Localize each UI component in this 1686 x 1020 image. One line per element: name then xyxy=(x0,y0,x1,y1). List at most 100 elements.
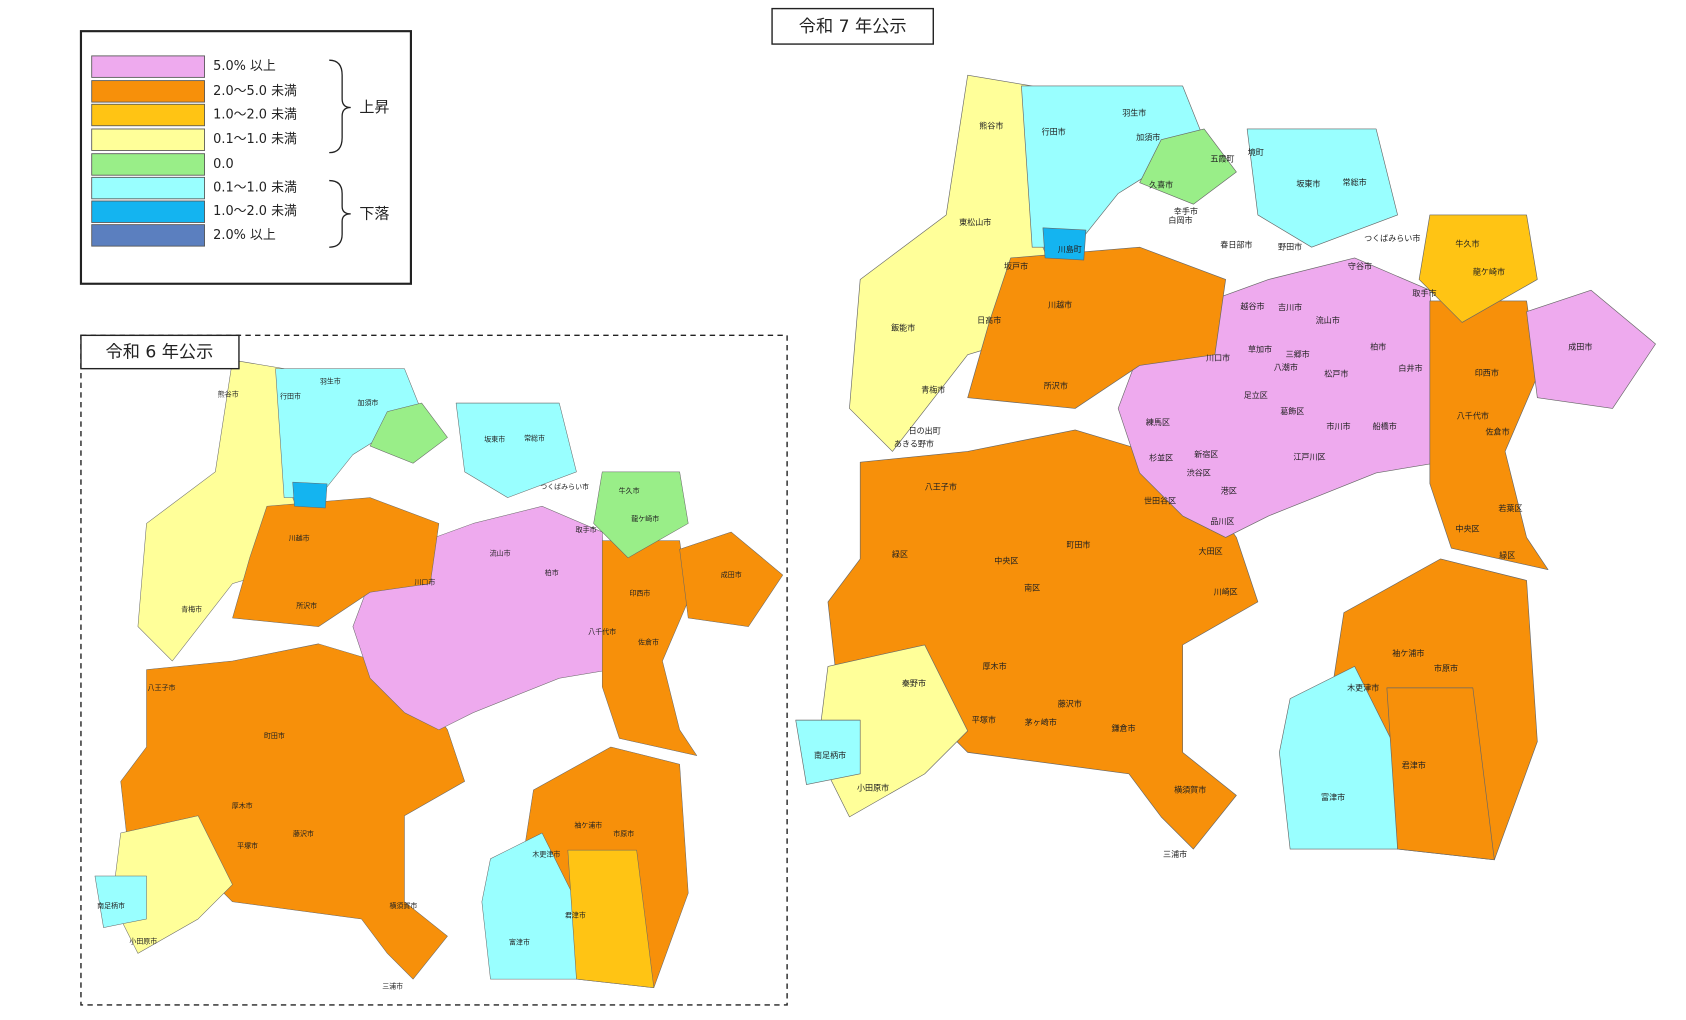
legend-swatch xyxy=(91,200,205,223)
municipality-label: 木更津市 xyxy=(532,849,560,858)
municipality-label: 大田区 xyxy=(1199,546,1223,556)
municipality-area xyxy=(1246,128,1398,248)
municipality-label: 君津市 xyxy=(1402,760,1426,770)
municipality-label: 春日部市 xyxy=(1220,240,1252,250)
municipality-label: つくばみらい市 xyxy=(1364,233,1420,243)
municipality-label: 白井市 xyxy=(1398,363,1422,373)
municipality-label: 三浦市 xyxy=(382,982,403,991)
municipality-label: 飯能市 xyxy=(891,322,915,332)
municipality-area xyxy=(1021,85,1205,248)
title-box xyxy=(771,7,934,45)
municipality-label: 富津市 xyxy=(1321,792,1345,802)
municipality-label: 袖ケ浦市 xyxy=(1392,648,1424,658)
municipality-label: 坂東市 xyxy=(484,435,505,444)
municipality-area xyxy=(1042,227,1087,261)
municipality-area xyxy=(679,531,784,627)
municipality-label: 南区 xyxy=(1024,582,1040,592)
municipality-label: 坂東市 xyxy=(1296,178,1320,188)
municipality-label: 船橋市 xyxy=(1373,421,1397,431)
zones xyxy=(94,359,784,989)
municipality-label: 守谷市 xyxy=(1348,261,1372,271)
municipality-label: 君津市 xyxy=(565,911,586,920)
municipality-label: 緑区 xyxy=(1499,550,1515,560)
municipality-area xyxy=(1526,289,1656,409)
municipality-area xyxy=(1386,687,1495,861)
municipality-label: 町田市 xyxy=(264,731,285,740)
municipality-area xyxy=(1418,214,1538,323)
municipality-label: 印西市 xyxy=(1475,367,1499,377)
municipality-label: 常総市 xyxy=(1343,177,1367,187)
municipality-label: 平塚市 xyxy=(972,715,996,725)
municipality-area xyxy=(275,368,422,498)
municipality-label: 世田谷区 xyxy=(1144,495,1176,505)
municipality-label: 茅ヶ崎市 xyxy=(1025,717,1057,727)
map-title: 令和 6 年公示 xyxy=(106,343,214,363)
municipality-label: 練馬区 xyxy=(1146,417,1170,427)
legend-label: 5.0% 以上 xyxy=(213,59,276,74)
municipality-label: 港区 xyxy=(1221,486,1237,496)
legend-label: 0.1～1.0 未満 xyxy=(213,181,297,196)
municipality-label: 龍ケ崎市 xyxy=(1473,266,1505,276)
municipality-label: 成田市 xyxy=(721,570,742,579)
brace xyxy=(329,59,351,154)
municipality-label: 幸手市 xyxy=(1174,206,1198,216)
municipality-label: 五霞町 xyxy=(1210,155,1234,164)
legend-swatch xyxy=(91,103,205,127)
municipality-label: 取手市 xyxy=(1412,288,1436,298)
legend-label: 2.0～5.0 未満 xyxy=(213,84,297,99)
municipality-label: 野田市 xyxy=(1278,242,1302,252)
legend: 上昇 下落 5.0% 以上 2.0～5.0 未満 1.0～2.0 未満 0.1～1.0… xyxy=(79,30,412,285)
municipality-area xyxy=(369,402,448,464)
municipality-label: 横須賀市 xyxy=(389,901,417,910)
municipality-label: 木更津市 xyxy=(1347,682,1379,692)
municipality-label: 熊谷市 xyxy=(218,389,239,398)
municipality-label: 青梅市 xyxy=(181,604,202,613)
municipality-label: つくばみらい市 xyxy=(540,482,589,491)
legend-label: 0.0 xyxy=(213,157,233,172)
municipality-label: 越谷市 xyxy=(1240,301,1264,311)
municipality-label: 柏市 xyxy=(545,568,559,577)
municipality-label: 葛飾区 xyxy=(1280,406,1304,416)
municipality-label: 佐倉市 xyxy=(1485,427,1509,437)
municipality-area xyxy=(593,471,689,559)
municipality-label: 所沢市 xyxy=(296,601,317,610)
municipality-label: 藤沢市 xyxy=(1058,699,1082,709)
municipality-label: 印西市 xyxy=(629,588,650,597)
municipality-area xyxy=(795,719,861,785)
legend-swatch xyxy=(91,80,205,103)
municipality-area xyxy=(1139,128,1237,205)
municipality-label: 東松山市 xyxy=(959,217,991,227)
municipality-label: 川崎区 xyxy=(1214,587,1238,597)
municipality-label: 新宿区 xyxy=(1194,449,1218,459)
municipality-label: 龍ケ崎市 xyxy=(631,514,659,523)
municipality-area xyxy=(94,875,147,928)
municipality-label: 常総市 xyxy=(524,434,545,443)
municipality-label: 町田市 xyxy=(1066,539,1090,549)
municipality-label: 松戸市 xyxy=(1324,369,1348,379)
municipality-label: 川口市 xyxy=(1206,352,1230,362)
municipality-label: 加須市 xyxy=(1136,132,1160,142)
municipality-label: 八王子市 xyxy=(925,481,957,491)
municipality-label: 流山市 xyxy=(490,549,511,558)
municipality-label: 牛久市 xyxy=(1455,238,1479,248)
municipality-label: 厚木市 xyxy=(982,661,1006,671)
legend-swatch xyxy=(91,224,205,247)
municipality-label: 坂戸市 xyxy=(1004,261,1028,271)
municipality-label: 行田市 xyxy=(280,392,301,401)
municipality-label: 渋谷区 xyxy=(1187,467,1211,477)
municipality-label: 川島町 xyxy=(1058,244,1082,254)
municipality-label: 袖ケ浦市 xyxy=(574,820,602,829)
municipality-area xyxy=(455,402,577,498)
municipality-label: 川口市 xyxy=(414,578,435,587)
municipality-area xyxy=(232,497,440,627)
municipality-label: 佐倉市 xyxy=(638,638,659,647)
municipality-label: 秦野市 xyxy=(902,678,926,688)
legend-swatch xyxy=(91,128,205,151)
municipality-area xyxy=(967,246,1226,409)
municipality-label: 川越市 xyxy=(1048,300,1072,310)
municipality-label: 八王子市 xyxy=(148,683,176,692)
municipality-label: 加須市 xyxy=(357,398,378,407)
municipality-label: 久喜市 xyxy=(1149,179,1173,189)
